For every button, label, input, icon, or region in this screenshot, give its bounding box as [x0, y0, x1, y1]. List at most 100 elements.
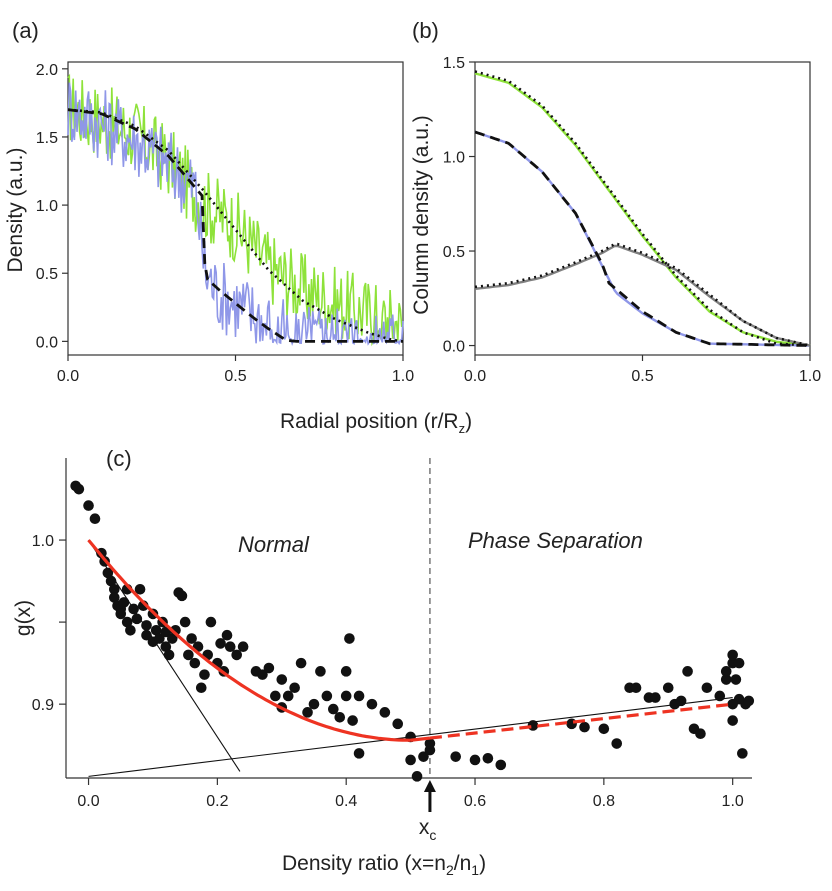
- scatter-point: [163, 649, 175, 661]
- scatter-point: [334, 711, 346, 723]
- panel-a-y-tick-label: 0.0: [36, 334, 58, 351]
- panel-a-series-noisy: [67, 82, 404, 346]
- panel-a-y-ticks: 0.0 0.5 1.0 1.5 2.0: [36, 62, 68, 351]
- scatter-point: [134, 583, 146, 595]
- scatter-point: [727, 698, 738, 710]
- panel-b-label: (b): [412, 18, 439, 43]
- scatter-point: [141, 629, 152, 641]
- scatter-point: [121, 616, 133, 628]
- panel-b-y-tick-label: 1.0: [443, 150, 465, 167]
- scatter-point: [308, 698, 320, 710]
- panel-b-y-tick-label: 1.5: [443, 55, 465, 72]
- panel-c-label: (c): [106, 446, 132, 471]
- panel-b-x-tick-label: 1.0: [799, 368, 821, 385]
- scatter-point: [205, 616, 217, 628]
- scatter-point: [566, 718, 577, 730]
- scatter-point: [405, 754, 416, 766]
- panel-b-series-dashed: [474, 130, 810, 347]
- scatter-point: [109, 592, 120, 603]
- scatter-point: [73, 483, 85, 495]
- scatter-point: [237, 641, 249, 653]
- scatter-point: [166, 633, 178, 644]
- scatter-point: [263, 662, 275, 674]
- panel-c-x-tick-label: 0.0: [77, 793, 99, 810]
- panel-b-y-ticks: 0.0 0.5 1.0 1.5: [443, 55, 475, 356]
- scatter-point: [418, 751, 429, 762]
- normal-region-label: Normal: [238, 532, 310, 557]
- scatter-point: [630, 682, 642, 694]
- panel-a-y-tick-label: 0.5: [36, 266, 58, 283]
- scatter-point: [727, 649, 738, 661]
- scatter-point: [289, 682, 300, 694]
- scatter-point: [340, 690, 352, 702]
- panel-c: (c) 0.9 1.0 0.0 0.2 0.4 0.6 0.8 1.0 Normal Pha…: [12, 446, 755, 878]
- scatter-point: [199, 669, 210, 680]
- panel-b-series-solid: [474, 130, 810, 347]
- scatter-point: [115, 608, 127, 620]
- scatter-point: [720, 666, 732, 677]
- panel-b: 0.0 0.5 1.0 1.5 0.0 0.5 1.0 Column density (a…: [410, 55, 821, 385]
- panel-a-y-tick-label: 1.5: [36, 130, 58, 147]
- scatter-point: [102, 567, 114, 579]
- panel-a-series-noisy: [67, 73, 404, 347]
- scatter-point: [720, 674, 732, 685]
- panel-c-x-tick-label: 0.6: [464, 793, 486, 810]
- scatter-point: [340, 666, 352, 677]
- panel-a-x-tick-label: 0.5: [224, 368, 246, 385]
- panel-a-series: [67, 73, 404, 347]
- scatter-point: [366, 698, 378, 710]
- scatter-point: [131, 613, 143, 625]
- scatter-point: [302, 707, 313, 718]
- scatter-point: [141, 620, 152, 631]
- panel-c-x-tick-label: 0.4: [335, 793, 357, 810]
- scatter-point: [469, 754, 481, 766]
- scatter-point: [714, 690, 726, 702]
- scatter-point: [118, 597, 130, 608]
- panel-c-x-ticks: 0.0 0.2 0.4 0.6 0.8 1.0: [77, 778, 744, 810]
- panel-b-series-dotted: [474, 242, 811, 347]
- scatter-point: [282, 690, 294, 702]
- scatter-point: [682, 666, 693, 677]
- scatter-point: [186, 633, 197, 644]
- scatter-point: [179, 616, 191, 628]
- panel-a-x-ticks: 0.0 0.5 1.0: [57, 355, 414, 385]
- scatter-point: [295, 657, 307, 669]
- scatter-point: [257, 669, 268, 680]
- panel-c-y-tick-label: 1.0: [32, 533, 54, 550]
- panel-a-x-tick-label: 0.0: [57, 368, 79, 385]
- scatter-point: [482, 753, 494, 764]
- panel-a-label: (a): [12, 18, 39, 43]
- panel-b-x-ticks: 0.0 0.5 1.0: [464, 355, 821, 385]
- panel-b-y-label: Column density (a.u.): [410, 115, 433, 315]
- panel-a-y-tick-label: 2.0: [36, 62, 58, 79]
- panel-b-series-solid: [474, 244, 811, 347]
- panel-b-y-tick-label: 0.5: [443, 244, 465, 261]
- panel-a-x-tick-label: 1.0: [392, 368, 414, 385]
- panel-b-series-solid: [474, 72, 811, 347]
- scatter-point: [270, 690, 281, 702]
- scatter-point: [353, 748, 365, 759]
- scatter-point: [701, 682, 713, 694]
- panel-c-x-tick-label: 1.0: [722, 793, 744, 810]
- scatter-point: [154, 633, 165, 644]
- panel-c-y-tick-label: 0.9: [32, 697, 54, 714]
- scatter-point: [321, 690, 333, 702]
- scatter-point: [411, 771, 423, 782]
- panel-c-fit: [87, 539, 733, 742]
- scatter-point: [231, 649, 242, 661]
- scatter-point: [347, 715, 358, 726]
- scatter-point: [176, 590, 188, 602]
- scatter-point: [695, 728, 706, 739]
- fit-curve-join: [410, 736, 431, 742]
- scatter-point: [189, 657, 201, 669]
- scatter-point: [315, 666, 326, 677]
- panel-c-x-label: Density ratio (x=n2/n1): [282, 852, 486, 878]
- panel-c-y-ticks: 0.9 1.0: [32, 533, 66, 714]
- phase-separation-label: Phase Separation: [468, 528, 643, 553]
- panel-b-y-tick-label: 0.0: [443, 339, 465, 356]
- xc-marker: xc: [419, 780, 436, 843]
- scatter-point: [392, 718, 404, 730]
- scatter-point: [221, 629, 233, 641]
- scatter-point: [160, 641, 172, 653]
